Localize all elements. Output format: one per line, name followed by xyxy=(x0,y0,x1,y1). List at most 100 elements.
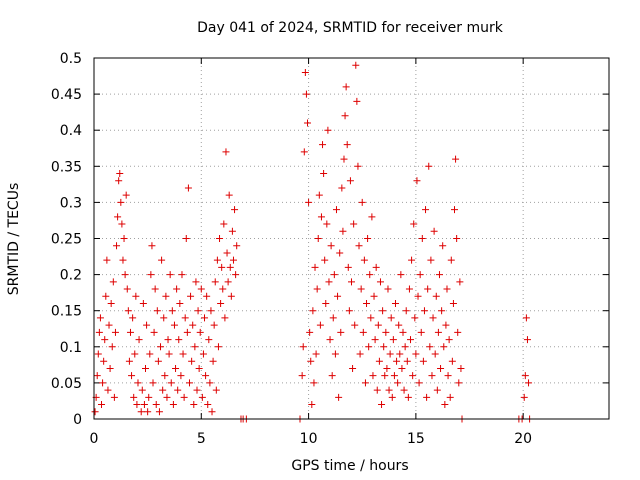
data-point xyxy=(117,198,125,206)
data-point xyxy=(433,386,441,394)
data-point xyxy=(371,336,379,344)
data-point xyxy=(146,350,154,358)
data-point xyxy=(382,328,390,336)
data-point xyxy=(140,401,148,409)
data-point xyxy=(342,83,350,91)
data-point xyxy=(110,393,118,401)
data-point xyxy=(324,126,332,134)
data-point xyxy=(113,242,121,250)
data-point xyxy=(103,256,111,264)
data-point xyxy=(413,177,421,185)
data-point xyxy=(410,220,418,228)
data-point xyxy=(305,198,313,206)
data-point xyxy=(430,227,438,235)
data-point xyxy=(370,292,378,300)
data-point xyxy=(219,285,227,293)
data-point xyxy=(350,220,358,228)
data-point xyxy=(169,401,177,409)
data-point xyxy=(395,321,403,329)
data-point xyxy=(327,242,335,250)
data-point xyxy=(432,292,440,300)
data-point xyxy=(364,235,372,242)
data-point xyxy=(170,321,178,329)
data-point xyxy=(166,271,174,279)
data-point xyxy=(195,364,203,372)
y-tick-label: 0.05 xyxy=(51,376,82,392)
data-point xyxy=(389,336,397,344)
data-point xyxy=(412,350,420,358)
data-point xyxy=(93,372,101,380)
data-point xyxy=(419,357,427,365)
data-point xyxy=(194,307,202,315)
data-point xyxy=(423,393,431,401)
data-point xyxy=(124,307,132,315)
x-tick-label: 5 xyxy=(197,431,206,447)
data-point xyxy=(300,148,308,156)
data-point xyxy=(150,328,158,336)
data-point xyxy=(363,299,371,307)
data-point xyxy=(302,90,310,98)
data-point xyxy=(225,191,233,199)
data-point xyxy=(456,278,464,286)
y-axis-label: SRMTID / TECUs xyxy=(6,183,22,296)
data-point xyxy=(233,242,241,250)
data-point xyxy=(355,242,363,250)
data-point xyxy=(439,242,447,250)
data-point xyxy=(394,379,402,387)
data-point xyxy=(427,256,435,264)
data-point xyxy=(131,350,139,358)
data-point xyxy=(453,235,461,242)
data-point xyxy=(341,112,349,120)
tick-marks xyxy=(93,57,609,420)
data-point xyxy=(438,307,446,315)
data-point xyxy=(326,336,334,344)
data-point xyxy=(522,314,530,322)
data-point xyxy=(129,314,137,322)
data-point xyxy=(351,321,359,329)
data-point xyxy=(321,256,329,264)
data-point xyxy=(208,408,216,416)
data-point xyxy=(125,357,133,365)
data-point xyxy=(365,343,373,351)
data-point xyxy=(137,408,145,416)
data-point xyxy=(218,263,226,271)
data-point xyxy=(190,401,198,409)
data-point xyxy=(457,364,465,372)
data-point xyxy=(147,271,155,279)
data-point xyxy=(401,343,409,351)
data-point xyxy=(317,213,325,221)
data-point xyxy=(100,357,108,365)
data-point xyxy=(396,350,404,358)
y-tick-labels: 0 0.05 0.1 0.15 0.2 0.25 0.3 0.35 0.4 0.45 0.5 xyxy=(51,51,82,428)
data-point xyxy=(223,249,231,257)
x-tick-label: 20 xyxy=(514,431,532,447)
data-point xyxy=(399,328,407,336)
data-point xyxy=(344,263,352,271)
data-point xyxy=(120,235,128,242)
data-point xyxy=(398,364,406,372)
data-point xyxy=(403,357,411,365)
data-point xyxy=(167,379,175,387)
data-point xyxy=(139,299,147,307)
data-point xyxy=(135,336,143,344)
data-point xyxy=(94,350,102,358)
data-point xyxy=(431,350,439,358)
chart-title: Day 041 of 2024, SRMTID for receiver mur… xyxy=(197,20,504,36)
data-point xyxy=(388,393,396,401)
data-point xyxy=(205,336,213,344)
data-point xyxy=(188,357,196,365)
data-point xyxy=(221,314,229,322)
data-point xyxy=(373,386,381,394)
x-tick-label: 0 xyxy=(90,431,99,447)
data-point xyxy=(214,343,222,351)
data-point xyxy=(231,206,239,214)
data-point xyxy=(212,386,220,394)
data-point xyxy=(360,256,368,264)
data-point xyxy=(335,393,343,401)
data-point xyxy=(148,242,156,250)
data-point xyxy=(521,372,529,380)
data-point xyxy=(314,235,322,242)
data-point xyxy=(121,271,129,279)
data-point xyxy=(320,170,328,178)
